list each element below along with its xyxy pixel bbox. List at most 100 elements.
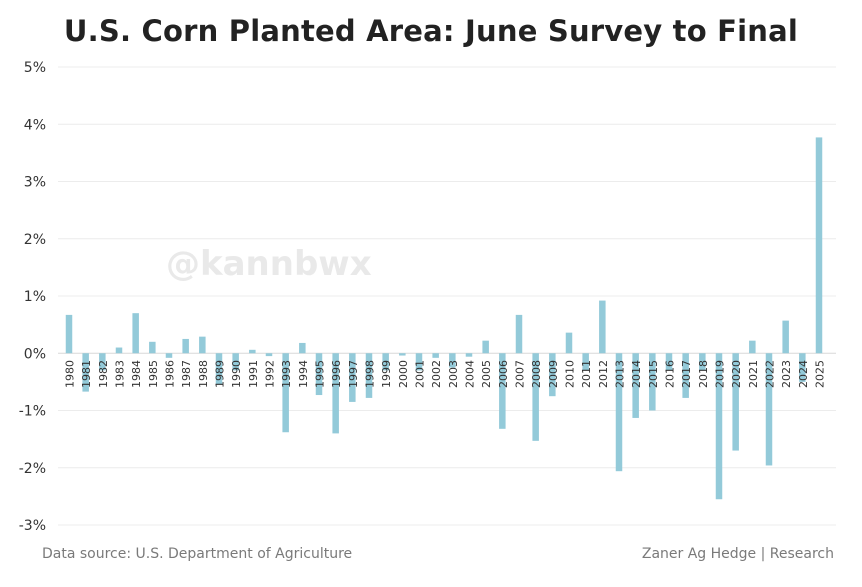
bar — [382, 353, 389, 371]
bar — [782, 320, 789, 354]
bar — [649, 353, 656, 411]
x-tick-label: 1999 — [380, 360, 393, 388]
x-tick-label: 2015 — [647, 360, 660, 388]
x-tick-label: 2006 — [497, 360, 510, 388]
x-tick-label: 2016 — [664, 360, 677, 388]
bar — [149, 341, 156, 354]
y-tick-label: -1% — [19, 404, 46, 420]
bar — [132, 313, 139, 354]
x-tick-label: 2010 — [564, 360, 577, 388]
x-tick-label: 1985 — [147, 360, 160, 388]
x-tick-label: 2020 — [730, 360, 743, 388]
x-tick-label: 2025 — [814, 360, 827, 388]
bar — [815, 137, 823, 354]
x-tick-label: 2019 — [714, 360, 727, 388]
bar — [515, 314, 523, 354]
y-tick-label: 5% — [24, 60, 46, 76]
x-tick-label: 1995 — [314, 360, 327, 388]
x-tick-label: 2003 — [447, 360, 460, 388]
bar — [482, 340, 489, 354]
bar — [299, 342, 306, 354]
x-tick-label: 2018 — [697, 360, 710, 388]
x-tick-label: 2017 — [680, 360, 693, 388]
x-tick-label: 1993 — [280, 360, 293, 388]
bar — [115, 347, 123, 354]
y-axis-ticks: 5% 4% 3% 2% 1% 0% -1% -2% -3% — [19, 60, 46, 534]
bar — [682, 353, 689, 398]
bar — [715, 353, 723, 500]
bar — [565, 332, 573, 354]
bar — [749, 340, 756, 354]
bar — [182, 338, 189, 354]
data-source-note: Data source: U.S. Department of Agricult… — [42, 546, 353, 562]
bar — [732, 353, 739, 451]
x-tick-label: 2000 — [397, 360, 410, 388]
y-tick-label: 3% — [24, 175, 46, 191]
bar — [99, 353, 106, 371]
bar — [632, 353, 639, 418]
x-axis-ticks: 1980 1981 1982 1983 1984 1985 1986 1987 1988 1989… — [64, 360, 827, 388]
x-tick-label: 1984 — [130, 360, 143, 388]
bar — [165, 353, 173, 358]
x-tick-label: 2004 — [464, 360, 477, 388]
x-tick-label: 2024 — [797, 360, 810, 388]
bar — [699, 353, 706, 371]
x-tick-label: 2002 — [430, 360, 443, 388]
x-tick-label: 1989 — [214, 360, 227, 388]
x-tick-label: 1980 — [64, 360, 77, 388]
x-tick-label: 2022 — [764, 360, 777, 388]
y-tick-label: 1% — [24, 289, 46, 305]
bar — [599, 300, 606, 354]
y-tick-label: 2% — [24, 232, 46, 248]
x-tick-label: 2013 — [614, 360, 627, 388]
bar — [432, 353, 439, 358]
x-tick-label: 1996 — [330, 360, 343, 388]
bar — [332, 353, 339, 434]
x-tick-label: 1997 — [347, 360, 360, 388]
bar — [499, 353, 506, 429]
bar — [765, 353, 773, 466]
bar — [232, 353, 239, 371]
credit-note: Zaner Ag Hedge | Research — [641, 546, 834, 562]
bar — [82, 353, 89, 392]
bar — [199, 336, 206, 354]
bar — [315, 353, 323, 396]
x-tick-label: 1982 — [97, 360, 110, 388]
x-tick-label: 1987 — [180, 360, 193, 388]
x-tick-label: 2012 — [597, 360, 610, 388]
bar — [215, 353, 223, 385]
y-tick-label: -3% — [19, 518, 46, 534]
bar — [665, 353, 673, 371]
x-tick-label: 2014 — [630, 360, 643, 388]
bar — [615, 353, 623, 472]
chart-title: U.S. Corn Planted Area: June Survey to F… — [63, 14, 799, 48]
x-tick-label: 1994 — [297, 360, 310, 388]
x-tick-label: 2008 — [530, 360, 543, 388]
x-tick-label: 1988 — [197, 360, 210, 388]
bar — [65, 314, 73, 354]
x-tick-label: 1990 — [230, 360, 243, 388]
x-tick-label: 2021 — [747, 360, 760, 388]
bar — [799, 353, 806, 382]
bar — [399, 353, 406, 356]
x-tick-label: 1983 — [114, 360, 127, 388]
bars — [65, 137, 823, 500]
bar — [249, 349, 256, 354]
x-tick-label: 2009 — [547, 360, 560, 388]
y-tick-label: 4% — [24, 117, 46, 133]
x-tick-label: 1981 — [80, 360, 93, 388]
bar — [582, 353, 589, 371]
bar — [265, 353, 273, 357]
x-tick-label: 1992 — [264, 360, 277, 388]
y-tick-label: 0% — [24, 346, 46, 362]
bar — [449, 353, 456, 368]
x-tick-label: 2007 — [514, 360, 527, 388]
x-tick-label: 1986 — [164, 360, 177, 388]
bar — [549, 353, 556, 397]
y-tick-label: -2% — [19, 461, 46, 477]
x-tick-label: 1998 — [364, 360, 377, 388]
x-tick-label: 2023 — [780, 360, 793, 388]
bar — [365, 353, 373, 398]
gridlines — [58, 66, 836, 526]
